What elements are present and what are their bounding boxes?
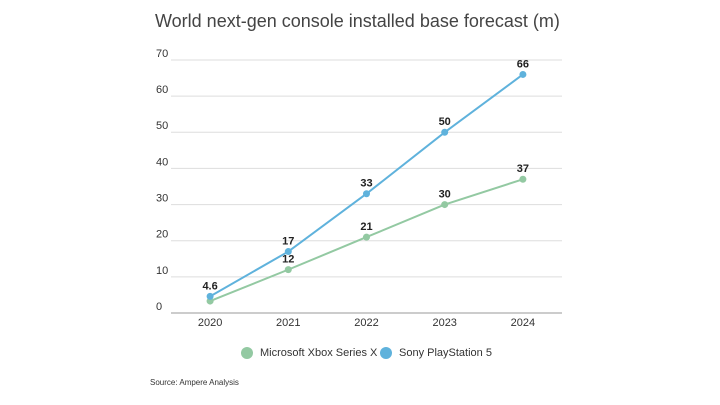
x-tick-label: 2020 <box>198 317 222 329</box>
x-tick-label: 2022 <box>354 317 378 329</box>
point <box>363 190 370 198</box>
data-label: 17 <box>282 235 294 247</box>
point <box>441 201 449 209</box>
point <box>284 266 292 274</box>
data-label: 30 <box>439 188 451 200</box>
legend-swatch <box>380 347 392 359</box>
source: Source: Ampere Analysis <box>150 378 239 387</box>
y-tick-label: 50 <box>156 120 168 132</box>
point <box>441 128 449 136</box>
y-tick-label: 30 <box>156 192 168 204</box>
data-label: 37 <box>517 163 529 175</box>
point <box>519 175 527 183</box>
point <box>363 233 370 241</box>
point <box>519 70 527 78</box>
y-tick-label: 10 <box>156 265 168 277</box>
point <box>206 292 214 300</box>
data-label: 12 <box>282 254 294 266</box>
y-tick-label: 40 <box>156 156 168 168</box>
y-tick-label: 60 <box>156 84 168 96</box>
x-tick-label: 2021 <box>276 317 300 329</box>
data-label: 4.6 <box>202 280 217 292</box>
data-label: 50 <box>439 116 451 128</box>
data-label: 66 <box>517 58 529 70</box>
x-tick-label: 2024 <box>511 317 535 329</box>
y-tick-label: 70 <box>156 48 168 60</box>
legend-swatch <box>241 347 253 359</box>
legend-label: Sony PlayStation 5 <box>399 347 492 359</box>
y-tick-label: 0 <box>156 301 162 313</box>
legend-label: Microsoft Xbox Series X <box>260 347 378 359</box>
y-tick-label: 20 <box>156 229 168 241</box>
chart-title: World next-gen console installed base fo… <box>155 11 560 31</box>
data-label: 33 <box>360 178 372 190</box>
x-tick-label: 2023 <box>432 317 456 329</box>
point <box>284 248 292 256</box>
data-label: 21 <box>360 221 372 233</box>
